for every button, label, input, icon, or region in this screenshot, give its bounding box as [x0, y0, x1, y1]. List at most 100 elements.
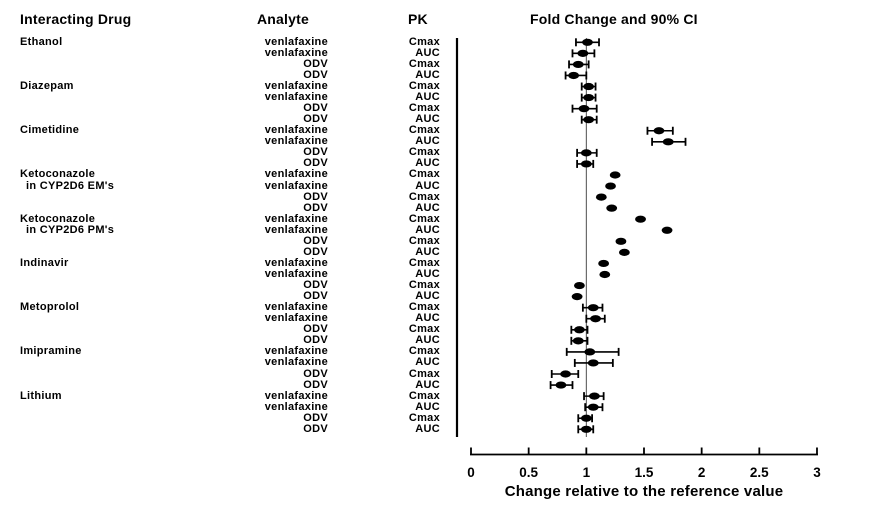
analyte-label: ODV [303, 57, 328, 70]
point-estimate-marker [560, 370, 571, 378]
analyte-label: venlafaxine [264, 345, 328, 358]
pk-label: AUC [415, 422, 440, 435]
analyte-label: ODV [303, 334, 328, 347]
pk-label: AUC [415, 312, 440, 325]
pk-label: Cmax [408, 279, 440, 292]
point-estimate-marker [578, 105, 590, 113]
point-estimate-marker [572, 60, 584, 69]
pk-label: Cmax [408, 256, 440, 269]
point-estimate-marker [598, 259, 610, 268]
analyte-label: ODV [303, 245, 328, 258]
analyte-label: venlafaxine [264, 168, 328, 181]
x-axis-tick-label: 0.5 [519, 465, 538, 480]
pk-label: Cmax [408, 57, 440, 70]
point-estimate-marker [605, 182, 616, 190]
drug-label: Cimetidine [20, 124, 80, 137]
analyte-label: ODV [303, 146, 328, 159]
point-estimate-marker [571, 293, 583, 301]
x-axis-tick-label: 1.5 [635, 465, 654, 480]
point-estimate-marker [595, 193, 607, 201]
pk-label: AUC [415, 356, 440, 369]
x-axis-tick-label: 1 [583, 465, 591, 480]
analyte-label: ODV [303, 201, 328, 214]
point-estimate-marker [661, 226, 673, 234]
analyte-label: ODV [303, 411, 328, 424]
point-estimate-marker [618, 248, 630, 256]
pk-label: AUC [415, 334, 440, 347]
pk-label: AUC [415, 245, 440, 258]
pk-label: Cmax [408, 102, 440, 115]
drug-label: in CYP2D6 EM's [26, 179, 115, 192]
point-estimate-marker [599, 270, 611, 279]
point-estimate-marker [615, 237, 627, 245]
point-estimate-marker [572, 337, 584, 345]
point-estimate-marker [662, 138, 674, 146]
analyte-label: venlafaxine [264, 356, 328, 369]
pk-label: AUC [415, 378, 440, 391]
point-estimate-marker [580, 149, 592, 157]
x-axis-tick-label: 0 [467, 465, 475, 480]
analyte-label: venlafaxine [264, 80, 328, 93]
drug-label: Indinavir [20, 256, 69, 269]
point-estimate-marker [609, 171, 621, 179]
drug-label: Metoprolol [20, 301, 80, 314]
pk-label: AUC [415, 201, 440, 214]
point-estimate-marker [583, 82, 595, 91]
analyte-label: ODV [303, 323, 328, 336]
pk-label: Cmax [408, 411, 440, 424]
pk-label: AUC [415, 290, 440, 303]
pk-label: Cmax [408, 35, 440, 48]
pk-label: Cmax [408, 389, 440, 402]
analyte-label: venlafaxine [264, 179, 328, 192]
analyte-label: venlafaxine [264, 267, 328, 280]
pk-label: AUC [415, 68, 440, 81]
drug-label: in CYP2D6 PM's [26, 223, 115, 236]
x-axis-tick-label: 3 [813, 465, 821, 480]
point-estimate-marker [587, 359, 599, 367]
x-axis-title: Change relative to the reference value [504, 483, 784, 500]
point-estimate-marker [582, 38, 593, 46]
analyte-label: venlafaxine [264, 256, 328, 269]
point-estimate-marker [589, 392, 600, 400]
analyte-label: ODV [303, 367, 328, 380]
x-axis-tick-label: 2 [698, 465, 706, 480]
analyte-label: venlafaxine [264, 301, 328, 314]
pk-label: Cmax [408, 345, 440, 358]
column-header-pk: PK [408, 11, 428, 27]
point-estimate-marker [555, 381, 567, 389]
analyte-label: ODV [303, 234, 328, 247]
analyte-label: ODV [303, 279, 328, 292]
point-estimate-marker [635, 215, 646, 223]
column-header-fold-change: Fold Change and 90% CI [530, 11, 698, 27]
analyte-label: venlafaxine [264, 91, 328, 104]
drug-label: Ketoconazole [20, 212, 96, 225]
analyte-label: venlafaxine [264, 124, 328, 137]
drug-label: Diazepam [20, 80, 74, 93]
x-axis-tick-label: 2.5 [750, 465, 769, 480]
pk-label: AUC [415, 223, 440, 236]
pk-label: AUC [415, 179, 440, 192]
point-estimate-marker [583, 93, 595, 102]
pk-label: AUC [415, 157, 440, 170]
pk-label: Cmax [408, 190, 440, 203]
point-estimate-marker [580, 160, 592, 168]
pk-label: Cmax [408, 80, 440, 93]
point-estimate-marker [606, 204, 618, 212]
pk-label: AUC [415, 91, 440, 104]
pk-label: Cmax [408, 146, 440, 159]
point-estimate-marker [587, 304, 599, 312]
point-estimate-marker [583, 116, 595, 124]
pk-label: AUC [415, 267, 440, 280]
pk-label: Cmax [408, 323, 440, 336]
drug-label: Ethanol [20, 35, 63, 48]
pk-label: Cmax [408, 212, 440, 225]
drug-label: Imipramine [20, 345, 82, 358]
point-estimate-marker [587, 403, 599, 411]
analyte-label: venlafaxine [264, 389, 328, 402]
analyte-label: venlafaxine [264, 312, 328, 325]
point-estimate-marker [577, 49, 589, 57]
point-estimate-marker [653, 127, 665, 135]
column-header-interacting-drug: Interacting Drug [20, 11, 132, 27]
